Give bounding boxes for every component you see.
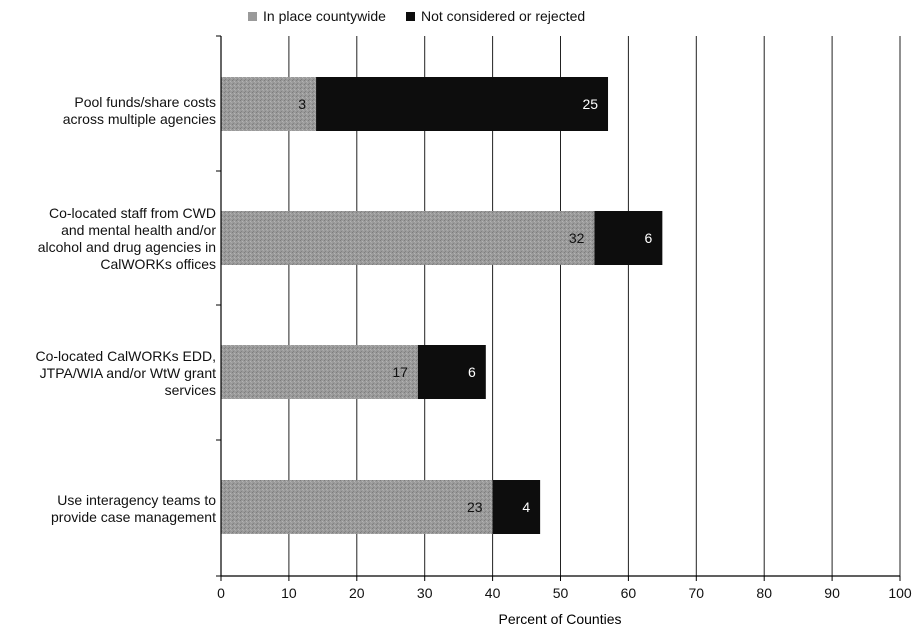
legend-item-in-place: In place countywide bbox=[248, 8, 386, 24]
legend: In place countywide Not considered or re… bbox=[248, 8, 585, 24]
x-tick-label-30: 30 bbox=[417, 585, 433, 601]
bar-in-place-3 bbox=[221, 480, 493, 534]
bar-in-place-2 bbox=[221, 345, 418, 399]
data-label-in-place-2: 17 bbox=[392, 364, 408, 380]
x-tick-label-100: 100 bbox=[888, 585, 912, 601]
x-tick-label-20: 20 bbox=[349, 585, 365, 601]
x-tick-label-70: 70 bbox=[689, 585, 705, 601]
bar-not-considered-2 bbox=[417, 345, 486, 399]
category-label-co-located-calworks: Co-located CalWORKs EDD, JTPA/WIA and/or… bbox=[35, 348, 217, 398]
bar-not-considered-1 bbox=[594, 211, 663, 265]
x-tick-label-80: 80 bbox=[756, 585, 772, 601]
data-label-in-place-0: 3 bbox=[298, 96, 306, 112]
legend-swatch-not-considered bbox=[405, 11, 415, 21]
axes: 0 10 20 30 40 50 60 70 80 90 100 bbox=[216, 35, 912, 601]
category-label-interagency-teams: Use interagency teams to provide case ma… bbox=[51, 492, 216, 525]
legend-item-not-considered: Not considered or rejected bbox=[405, 8, 586, 24]
bar-not-considered-3 bbox=[492, 480, 541, 534]
x-tick-label-90: 90 bbox=[824, 585, 840, 601]
bar-not-considered-0 bbox=[316, 77, 609, 131]
data-label-in-place-1: 32 bbox=[569, 230, 585, 246]
data-label-in-place-3: 23 bbox=[467, 499, 483, 515]
data-label-not-considered-1: 6 bbox=[645, 230, 653, 246]
x-tick-label-50: 50 bbox=[553, 585, 569, 601]
x-tick-label-40: 40 bbox=[485, 585, 501, 601]
x-tick-label-0: 0 bbox=[217, 585, 225, 601]
x-tick-label-60: 60 bbox=[621, 585, 637, 601]
x-tick-label-10: 10 bbox=[281, 585, 297, 601]
legend-swatch-in-place bbox=[248, 11, 257, 21]
bars: 3 25 32 6 17 6 23 4 bbox=[221, 77, 663, 534]
data-label-not-considered-0: 25 bbox=[582, 96, 598, 112]
data-label-not-considered-3: 4 bbox=[522, 499, 530, 515]
category-label-pool-funds: Pool funds/share costs across multiple a… bbox=[62, 94, 216, 127]
category-label-co-located-staff: Co-located staff from CWD and mental hea… bbox=[37, 205, 216, 272]
x-axis-title: Percent of Counties bbox=[499, 611, 622, 627]
bar-in-place-1 bbox=[221, 211, 595, 265]
legend-label-in-place: In place countywide bbox=[263, 8, 386, 24]
data-label-not-considered-2: 6 bbox=[468, 364, 476, 380]
bar-in-place-0 bbox=[221, 77, 317, 131]
legend-label-not-considered: Not considered or rejected bbox=[420, 8, 586, 24]
